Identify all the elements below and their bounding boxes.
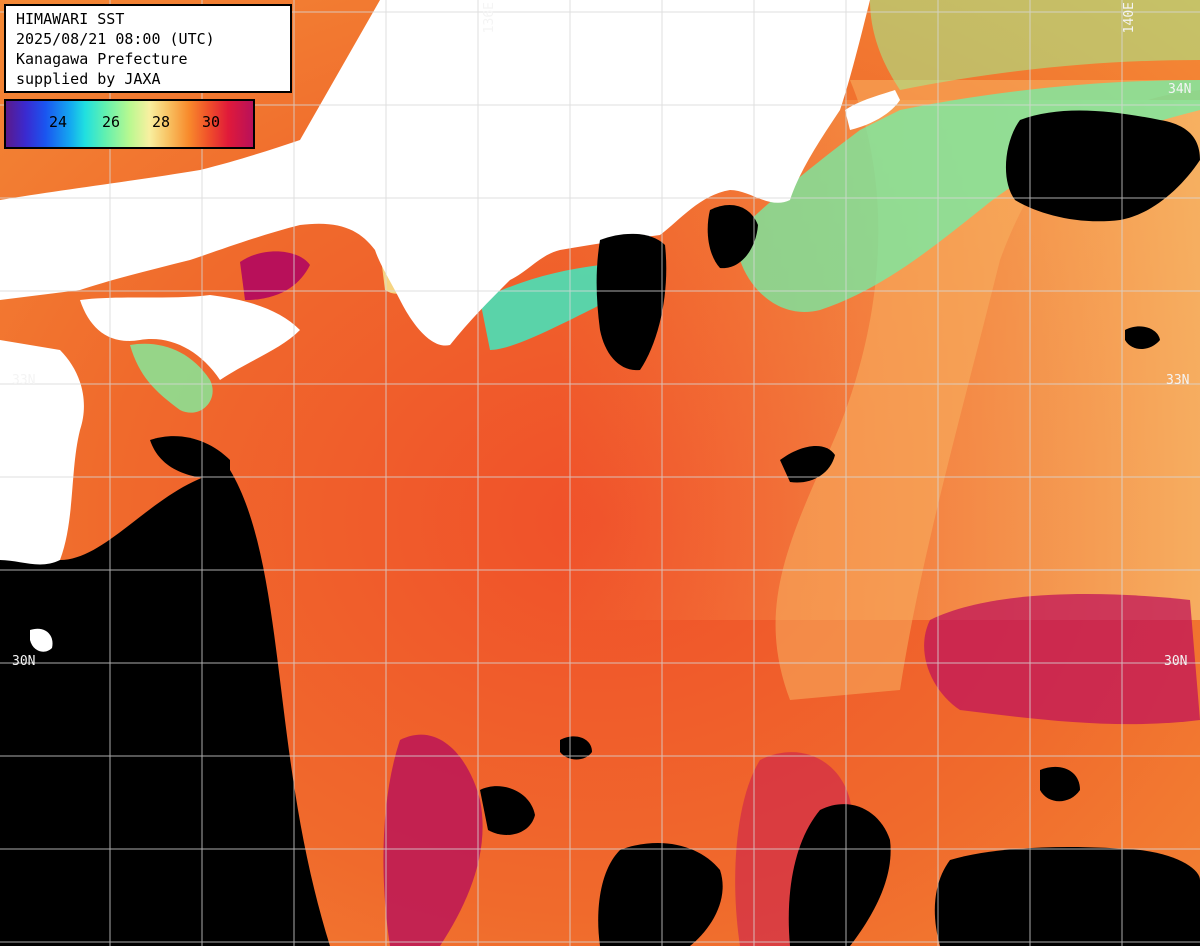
color-legend-gradient	[6, 101, 253, 147]
cloud-south-1	[560, 736, 592, 760]
cloud-west-upper	[150, 436, 230, 480]
info-datetime: 2025/08/21 08:00 (UTC)	[16, 30, 215, 48]
sst-mild-topright	[870, 0, 1200, 90]
info-supplier: supplied by JAXA	[16, 70, 161, 88]
cloud-northeast	[1005, 110, 1200, 222]
grid-label-33n-right: 33N	[1166, 373, 1190, 388]
cloud-west	[0, 470, 330, 946]
cloud-center	[780, 445, 835, 483]
cloud-south-3	[788, 804, 891, 946]
cloud-east-small	[1125, 326, 1160, 349]
cloud-south-4	[480, 786, 535, 835]
sst-hot-patch-inland-sea	[240, 251, 310, 300]
land-boso	[845, 90, 900, 130]
cloud-south-2	[598, 842, 723, 946]
land-tanegashima	[30, 628, 53, 652]
legend-tick-26: 26	[101, 113, 121, 131]
land-honshu	[0, 0, 870, 346]
sst-cool-ise	[480, 265, 613, 350]
grid-label-136e: 136E	[482, 2, 497, 34]
land-kyushu	[0, 340, 84, 565]
cloud-izu-left	[596, 233, 667, 371]
info-title: HIMAWARI SST	[16, 10, 125, 28]
grid-label-30n-right: 30N	[1164, 654, 1188, 669]
legend-tick-30: 30	[201, 113, 221, 131]
color-legend: 24 26 28 30	[4, 99, 255, 149]
land-shikoku	[80, 295, 300, 380]
info-box: HIMAWARI SST 2025/08/21 08:00 (UTC) Kana…	[4, 4, 292, 93]
cloud-southeast	[934, 847, 1200, 946]
grid-label-140e: 140E	[1122, 2, 1137, 34]
sst-hot-patch-south	[383, 734, 483, 946]
cloud-izu-right	[707, 205, 758, 269]
grid-label-34n-right: 34N	[1168, 82, 1192, 97]
legend-tick-24: 24	[48, 113, 68, 131]
legend-tick-28: 28	[151, 113, 171, 131]
grid-label-30n-left: 30N	[12, 654, 36, 669]
sst-hot-patch-east	[924, 594, 1200, 725]
sst-cool-bungo	[130, 343, 213, 413]
grid-label-33n-left: 33N	[12, 373, 36, 388]
info-prefecture: Kanagawa Prefecture	[16, 50, 188, 68]
cloud-east-mid	[1040, 766, 1080, 802]
